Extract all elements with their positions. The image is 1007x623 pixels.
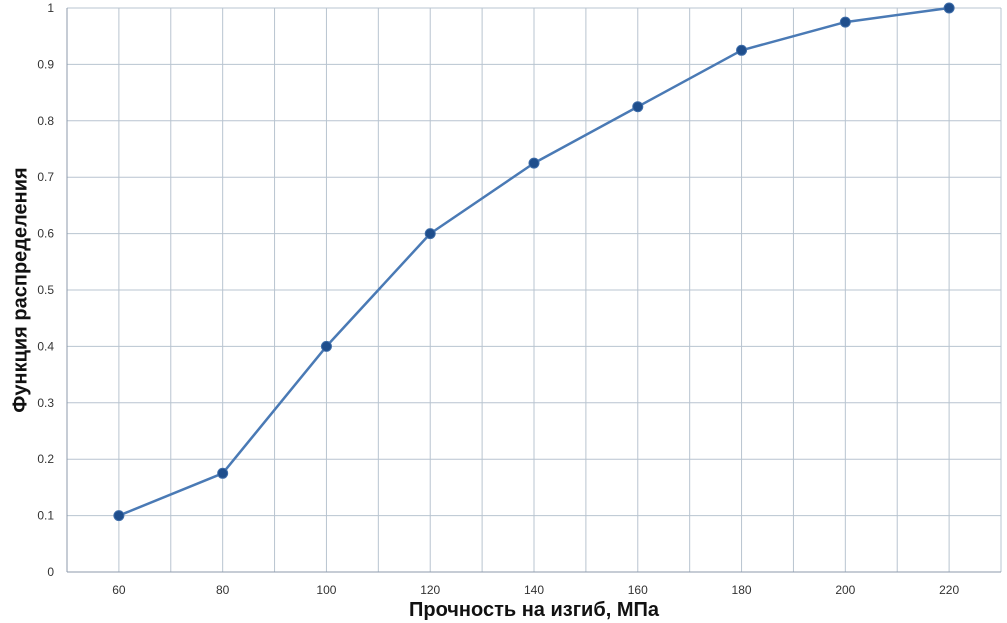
data-point xyxy=(424,228,436,240)
x-tick-label: 140 xyxy=(524,583,544,597)
y-tick-label: 0.9 xyxy=(37,57,54,71)
axes xyxy=(66,8,1001,573)
y-tick-label: 0 xyxy=(47,565,54,579)
data-point xyxy=(528,157,540,169)
y-tick-label: 0.7 xyxy=(37,170,54,184)
data-point xyxy=(217,467,229,479)
y-axis-title: Функция распределения xyxy=(9,167,31,412)
grid-lines xyxy=(67,7,1002,573)
x-tick-label: 160 xyxy=(628,583,648,597)
data-point xyxy=(320,340,332,352)
y-tick-label: 0.3 xyxy=(37,396,54,410)
axis-titles: Прочность на изгиб, МПа Функция распреде… xyxy=(9,167,660,621)
y-tick-label: 0.8 xyxy=(37,114,54,128)
x-tick-label: 100 xyxy=(316,583,336,597)
y-tick-label: 1 xyxy=(47,1,54,15)
y-tick-label: 0.5 xyxy=(37,283,54,297)
x-tick-label: 220 xyxy=(939,583,959,597)
data-point xyxy=(839,16,851,28)
x-tick-label: 120 xyxy=(420,583,440,597)
data-point xyxy=(943,2,955,14)
y-tick-label: 0.1 xyxy=(37,509,54,523)
x-tick-label: 200 xyxy=(835,583,855,597)
x-tick-label: 180 xyxy=(732,583,752,597)
data-point xyxy=(113,510,125,522)
series xyxy=(113,2,955,522)
x-tick-label: 80 xyxy=(216,583,230,597)
data-point xyxy=(736,44,748,56)
x-axis-title: Прочность на изгиб, МПа xyxy=(409,599,660,621)
data-point xyxy=(632,101,644,113)
y-tick-label: 0.2 xyxy=(37,452,54,466)
y-tick-label: 0.6 xyxy=(37,227,54,241)
x-tick-label: 60 xyxy=(112,583,126,597)
y-tick-label: 0.4 xyxy=(37,339,54,353)
